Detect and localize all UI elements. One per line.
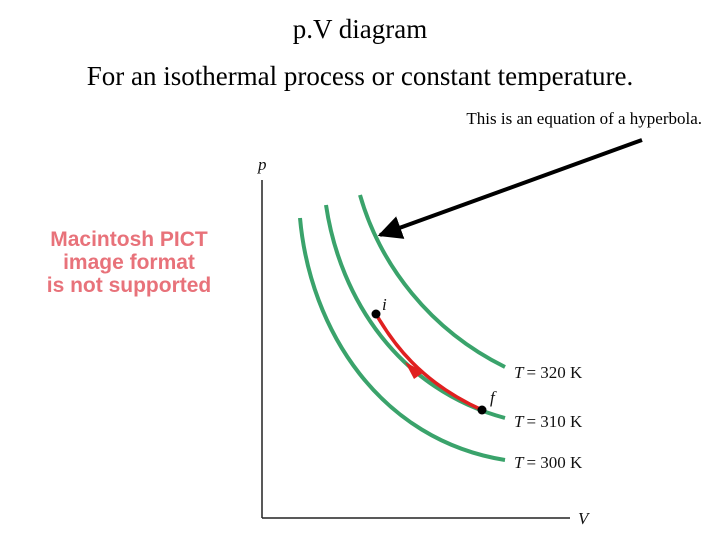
process-direction-arrow: [405, 362, 424, 379]
hyperbola-annotation: This is an equation of a hyperbola.: [466, 109, 702, 128]
page-subtitle: For an isothermal process or constant te…: [86, 61, 634, 91]
isotherm-label-300: T = 300 K: [514, 453, 583, 472]
process-curve: [374, 313, 483, 412]
v-axis-label: V: [578, 509, 591, 528]
annotation-arrow: [377, 138, 643, 239]
isotherm-label-320: T = 320 K: [514, 363, 583, 382]
isotherm-label-310: T = 310 K: [514, 412, 583, 431]
placeholder-line-2: image format: [63, 251, 195, 274]
isotherm-curve-320: [358, 194, 506, 369]
page-title: p.V diagram: [292, 14, 428, 44]
initial-state-label: i: [382, 295, 387, 314]
isotherm-curve-310: [324, 204, 506, 420]
unsupported-image-placeholder: Macintosh PICT image format is not suppo…: [0, 228, 258, 297]
initial-state-point: [371, 309, 381, 319]
final-state-point: [477, 405, 487, 415]
placeholder-line-1: Macintosh PICT: [50, 228, 208, 251]
final-state-label: f: [490, 388, 497, 407]
isotherm-curve-300: [298, 217, 506, 462]
p-axis-label: p: [257, 155, 267, 174]
placeholder-line-3: is not supported: [46, 274, 212, 297]
